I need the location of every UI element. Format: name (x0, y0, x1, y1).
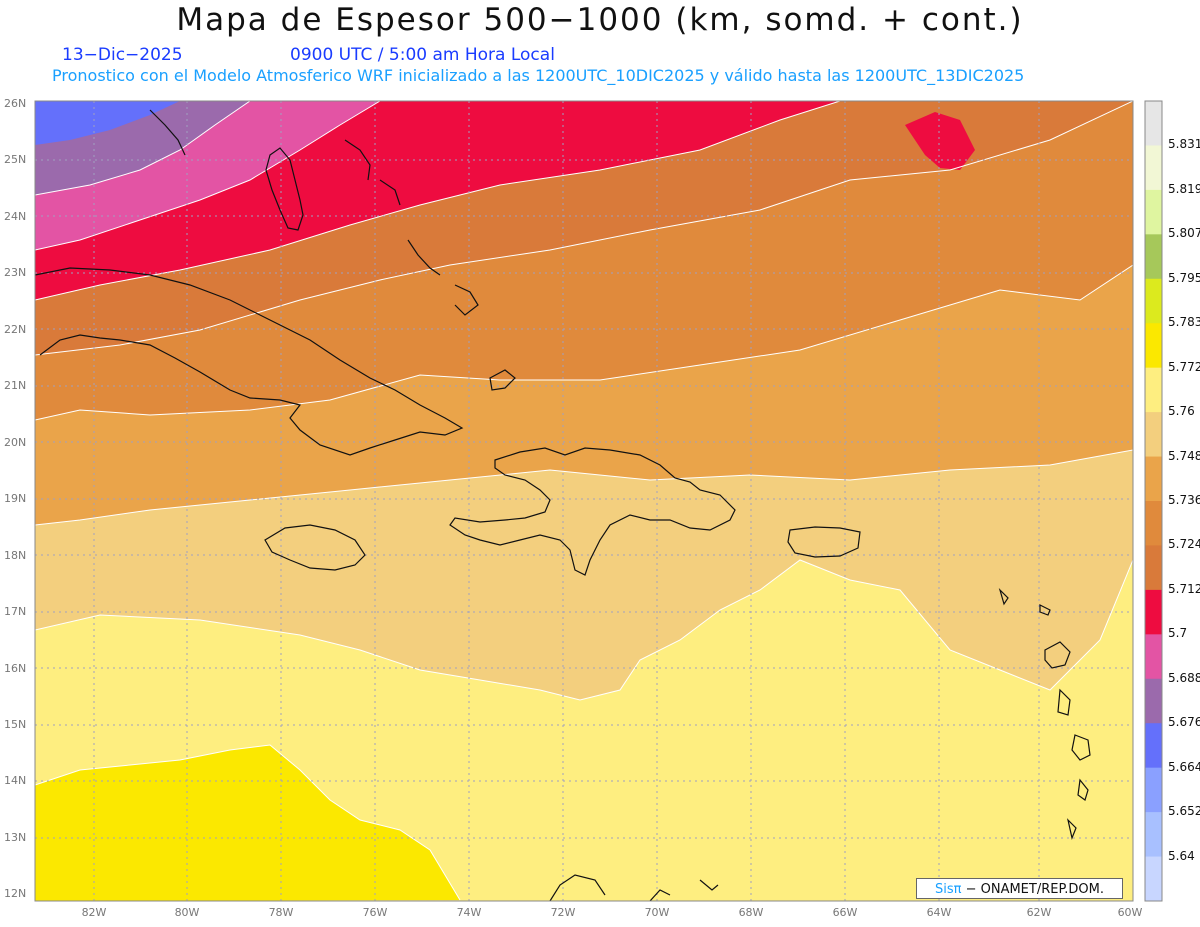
lat-tick-label: 22N (4, 322, 27, 336)
credit-org: − ONAMET/REP.DOM. (961, 882, 1104, 897)
lat-tick-label: 24N (4, 209, 27, 223)
lat-tick-label: 26N (4, 97, 27, 110)
colorbar-level-label: 5.795 (1168, 270, 1200, 285)
lat-tick-label: 16N (4, 661, 27, 675)
lat-tick-label: 14N (4, 774, 27, 788)
forecast-date: 13−Dic−2025 (62, 45, 183, 65)
colorbar (1144, 100, 1163, 902)
colorbar-swatch (1145, 101, 1162, 146)
colorbar-level-label: 5.736 (1168, 493, 1200, 507)
lat-tick-label: 13N (4, 830, 27, 844)
lat-tick-label: 21N (4, 379, 27, 393)
lon-tick-label: 78W (268, 906, 294, 919)
lat-tick-label: 20N (4, 435, 27, 449)
colorbar-swatch (1145, 412, 1162, 458)
coastlines (35, 109, 1091, 901)
lon-tick-label: 72W (550, 906, 576, 919)
thickness-fill-bands (35, 101, 1133, 901)
lon-tick-label: 76W (362, 906, 388, 919)
lat-tick-label: 15N (4, 717, 27, 731)
map-title: Mapa de Espesor 500−1000 (km, somd. + co… (176, 2, 1024, 38)
colorbar-swatch (1145, 723, 1162, 769)
lon-tick-label: 68W (738, 906, 764, 919)
colorbar-swatch (1145, 234, 1162, 280)
colorbar-level-label: 5.64 (1168, 848, 1195, 863)
colorbar-level-label: 5.712 (1168, 581, 1200, 596)
colorbar-level-label: 5.652 (1168, 804, 1200, 819)
lon-tick-label: 62W (1026, 906, 1052, 919)
thickness-contours (35, 101, 1133, 901)
colorbar-swatch (1145, 278, 1162, 324)
lat-tick-label: 17N (4, 605, 27, 619)
colorbar-level-label: 5.819 (1168, 181, 1200, 196)
lon-tick-label: 82W (81, 906, 107, 919)
colorbar-swatch (1145, 678, 1162, 724)
lon-tick-label: 64W (926, 906, 952, 919)
colorbar-level-label: 5.831 (1168, 137, 1200, 152)
lat-tick-label: 18N (4, 548, 27, 562)
lat-tick-label: 12N (4, 887, 27, 901)
colorbar-swatch (1145, 589, 1162, 635)
colorbar-level-label: 5.807 (1168, 226, 1200, 241)
lat-tick-label: 19N (4, 492, 27, 506)
colorbar-level-label: 5.783 (1168, 315, 1200, 330)
colorbar-level-label: 5.7 (1168, 626, 1188, 641)
colorbar-frame (1144, 100, 1163, 902)
colorbar-level-label: 5.676 (1168, 715, 1200, 730)
lon-tick-label: 66W (832, 906, 858, 919)
colorbar-swatch (1145, 634, 1162, 680)
lat-lon-grid (35, 101, 1133, 901)
colorbar-swatch (1145, 545, 1162, 591)
lon-tick-label: 80W (174, 906, 200, 919)
colorbar-level-label: 5.664 (1168, 759, 1200, 774)
colorbar-swatch (1145, 145, 1162, 191)
colorbar-swatch (1145, 323, 1162, 369)
lon-tick-label: 60W (1117, 906, 1143, 919)
colorbar-swatch (1145, 856, 1162, 902)
plot-frame (34, 100, 1134, 902)
colorbar-level-label: 5.724 (1168, 537, 1200, 552)
colorbar-swatch (1145, 189, 1162, 235)
colorbar-level-label: 5.772 (1168, 359, 1200, 374)
colorbar-level-label: 5.688 (1168, 670, 1200, 685)
model-subtitle: Pronostico con el Modelo Atmosferico WRF… (52, 66, 1025, 85)
colorbar-swatch (1145, 367, 1162, 413)
forecast-time: 0900 UTC / 5:00 am Hora Local (290, 45, 555, 65)
lon-tick-label: 74W (456, 906, 482, 919)
colorbar-swatch (1145, 812, 1162, 858)
colorbar-swatch (1145, 767, 1162, 813)
colorbar-level-label: 5.76 (1168, 404, 1195, 419)
colorbar-swatch (1145, 501, 1162, 546)
credit-badge: Sisπ − ONAMET/REP.DOM. (916, 878, 1123, 899)
sispi-logo: Sisπ (934, 882, 962, 897)
lat-tick-label: 25N (4, 153, 27, 167)
lon-tick-label: 70W (644, 906, 670, 919)
colorbar-level-label: 5.748 (1168, 448, 1200, 463)
lat-tick-label: 23N (4, 266, 27, 280)
colorbar-swatch (1145, 456, 1162, 502)
